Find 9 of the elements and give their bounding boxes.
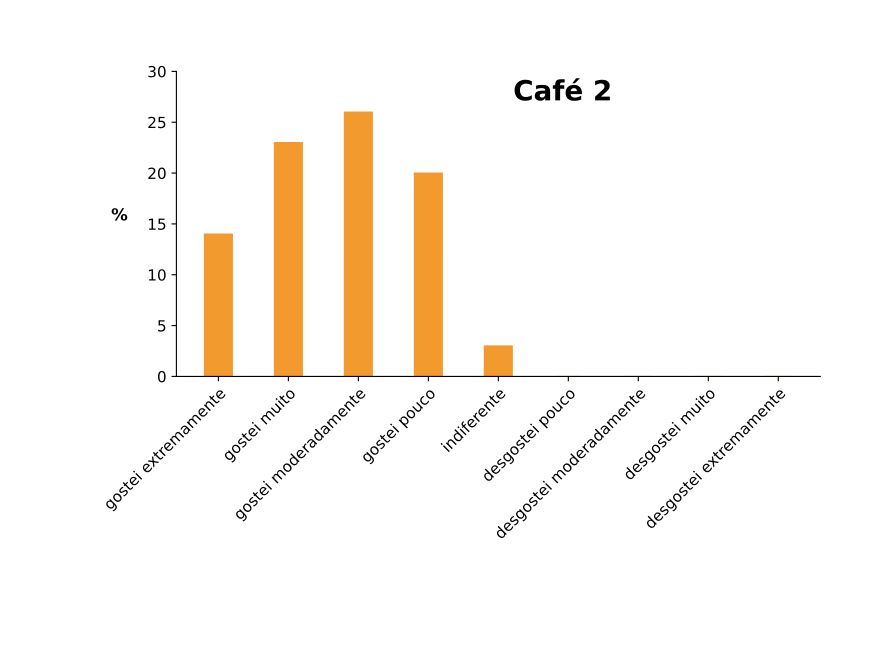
- y-tick-label: 20: [148, 168, 166, 180]
- y-tick-label: 30: [148, 66, 166, 78]
- y-tick-label: 15: [148, 218, 166, 230]
- y-tick-label: 25: [148, 116, 166, 128]
- chart-title: Café 2: [514, 78, 610, 101]
- y-tick-label: 0: [158, 370, 166, 382]
- y-axis-title: %: [112, 208, 128, 221]
- y-tick-label: 10: [148, 269, 166, 281]
- y-tick-label: 5: [158, 320, 166, 332]
